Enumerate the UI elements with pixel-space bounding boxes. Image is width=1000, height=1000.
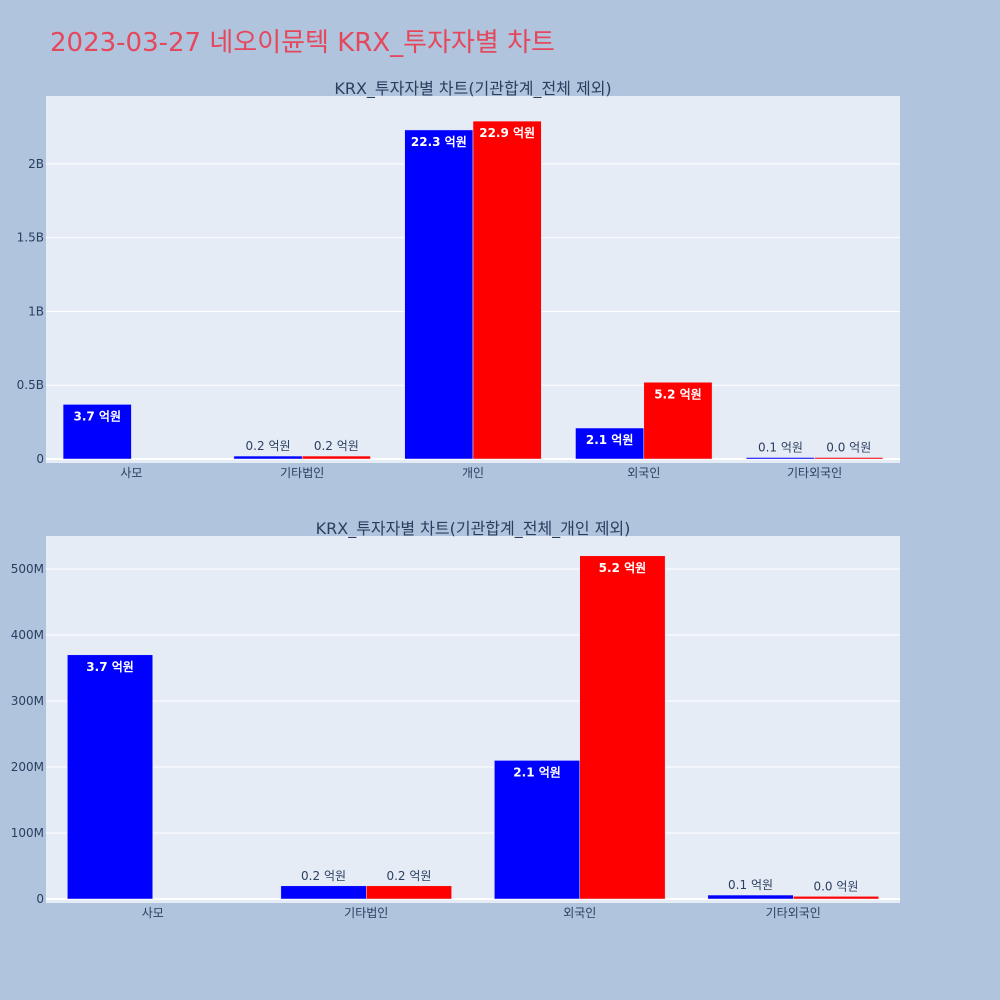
data-label: 0.2 억원	[386, 869, 431, 883]
x-tick-label: 사모	[142, 906, 164, 920]
y-tick-label: 200M	[11, 760, 44, 774]
data-label: 3.7 억원	[86, 660, 134, 674]
y-tick-label: 0.5B	[17, 378, 44, 392]
bar-buy	[233, 455, 303, 460]
bar-buy	[67, 654, 153, 900]
x-tick-label: 기타외국인	[787, 466, 842, 480]
y-tick-label: 0	[36, 892, 44, 906]
data-label: 2.1 억원	[586, 433, 634, 447]
bar-sell	[301, 455, 371, 460]
y-tick-label: 400M	[11, 628, 44, 642]
page-title: 2023-03-27 네오이뮨텍 KRX_투자자별 차트	[50, 28, 555, 58]
data-label: 0.2 억원	[301, 869, 346, 883]
bar-buy	[494, 760, 581, 900]
data-label: 22.3 억원	[411, 135, 467, 149]
y-tick-label: 1.5B	[17, 231, 44, 245]
x-tick-label: 기타법인	[344, 906, 388, 920]
data-label: 22.9 억원	[479, 126, 535, 140]
data-label: 5.2 억원	[654, 387, 702, 401]
data-label: 0.2 억원	[314, 439, 359, 453]
bar-sell	[366, 885, 452, 900]
bar-sell	[643, 382, 713, 460]
data-label: 0.1 억원	[758, 441, 803, 455]
bar-sell	[579, 555, 666, 900]
y-tick-label: 100M	[11, 826, 44, 840]
data-label: 2.1 억원	[513, 765, 561, 779]
data-label: 5.2 억원	[599, 561, 647, 575]
y-tick-label: 0	[36, 452, 44, 466]
data-label: 0.2 억원	[246, 439, 291, 453]
x-tick-label: 사모	[120, 466, 142, 480]
bar-buy	[707, 894, 794, 900]
y-tick-label: 1B	[28, 304, 44, 318]
bar-buy	[62, 404, 132, 460]
bar-sell	[793, 896, 879, 900]
x-tick-label: 외국인	[563, 906, 596, 920]
x-tick-label: 외국인	[627, 466, 660, 480]
y-tick-label: 2B	[28, 157, 44, 171]
data-label: 0.1 억원	[728, 878, 773, 892]
chart-title: KRX_투자자별 차트(기관합계_전체 제외)	[334, 79, 611, 99]
data-label: 3.7 억원	[73, 409, 121, 423]
y-tick-label: 500M	[11, 562, 44, 576]
bar-buy	[404, 129, 474, 460]
x-tick-label: 기타외국인	[766, 906, 821, 920]
y-tick-label: 300M	[11, 694, 44, 708]
x-tick-label: 기타법인	[280, 466, 324, 480]
bar-sell	[814, 457, 884, 460]
bar-buy	[746, 457, 815, 460]
chart-title: KRX_투자자별 차트(기관합계_전체_개인 제외)	[316, 519, 631, 539]
plot-area	[46, 536, 900, 903]
data-label: 0.0 억원	[826, 441, 871, 455]
x-tick-label: 개인	[462, 466, 484, 480]
bar-buy	[575, 427, 645, 460]
bar-buy	[280, 885, 367, 900]
data-label: 0.0 억원	[813, 879, 858, 893]
bar-sell	[472, 120, 542, 460]
